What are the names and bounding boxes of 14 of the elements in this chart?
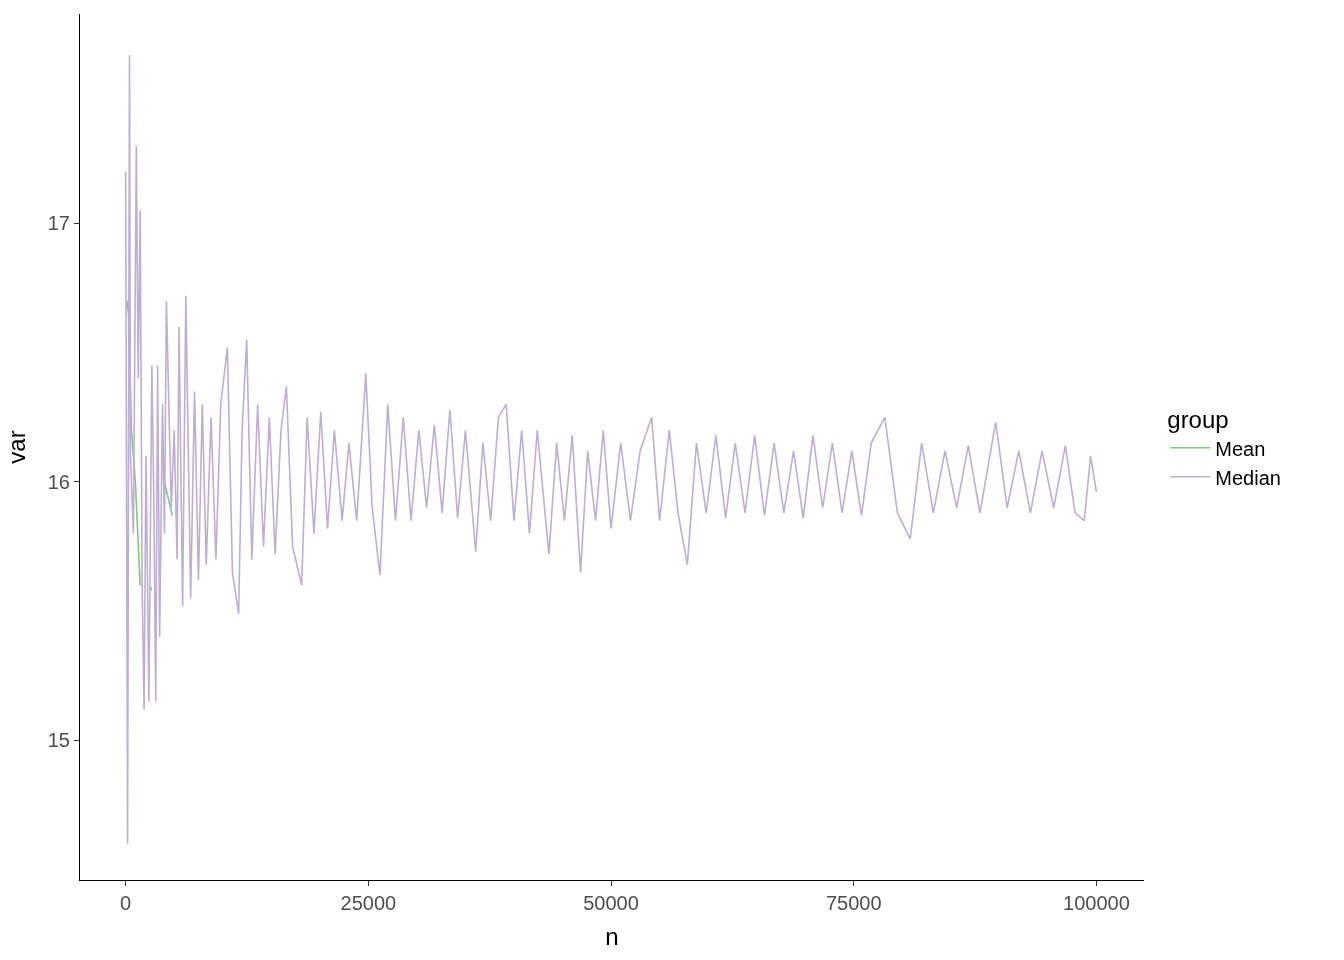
legend-title: group <box>1167 406 1229 434</box>
legend-label: Median <box>1215 466 1281 489</box>
x-axis-title: n <box>605 923 619 951</box>
y-tick-label: 15 <box>47 729 70 752</box>
x-tick-label: 100000 <box>1063 892 1130 915</box>
x-tick-label: 25000 <box>340 892 397 915</box>
x-tick-label: 50000 <box>583 892 639 915</box>
x-tick-label: 75000 <box>825 892 882 915</box>
y-tick-label: 17 <box>47 212 70 235</box>
y-axis-title: var <box>2 430 30 464</box>
y-tick-label: 16 <box>47 470 70 493</box>
line-series <box>124 54 1098 845</box>
legend-label: Mean <box>1215 437 1266 460</box>
x-tick-label: 0 <box>120 892 132 915</box>
